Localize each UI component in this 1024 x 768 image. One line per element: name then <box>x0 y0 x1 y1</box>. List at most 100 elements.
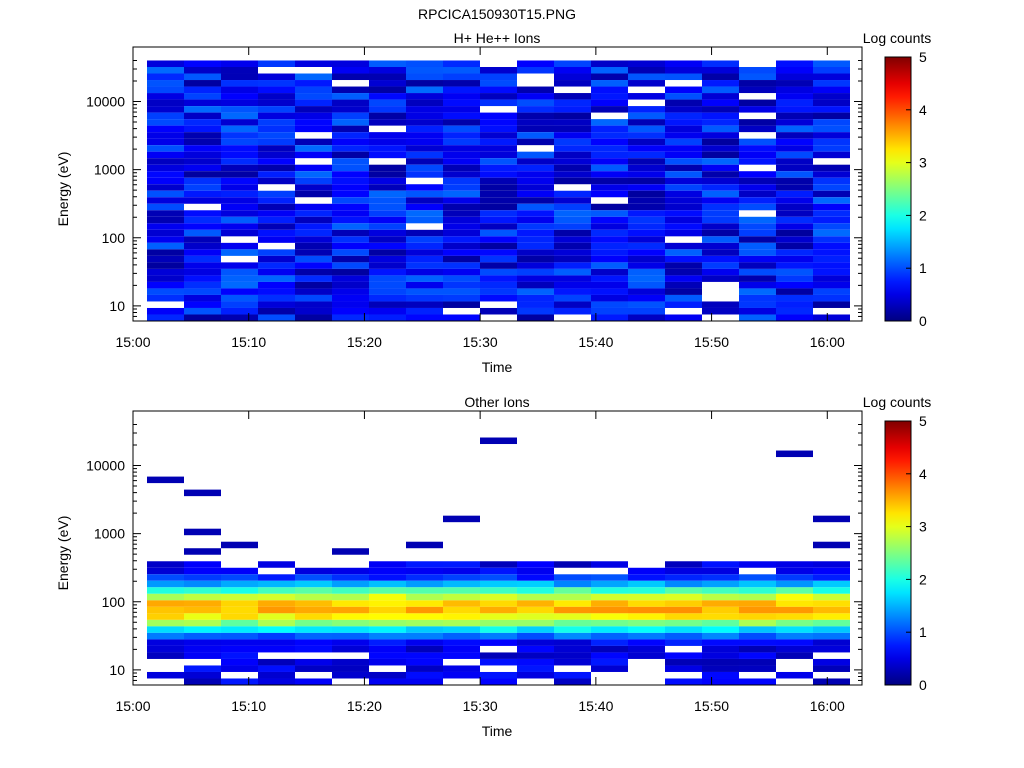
heatmap-cell <box>554 236 591 243</box>
heatmap-cell <box>739 190 776 198</box>
colorbar-tick-label: 4 <box>919 466 927 482</box>
heatmap-cell <box>480 626 517 633</box>
file-title: RPCICA150930T15.PNG <box>418 6 576 22</box>
heatmap-cell <box>221 138 258 146</box>
y-tick-label: 10 <box>109 298 125 314</box>
heatmap-cell <box>813 301 850 308</box>
heatmap-cell <box>184 210 221 217</box>
heatmap-cell <box>295 281 332 289</box>
heatmap-cell <box>702 171 739 178</box>
heatmap-cell <box>258 138 295 146</box>
heatmap-cell <box>702 145 739 152</box>
heatmap-cell <box>406 73 443 81</box>
heatmap-cell <box>813 145 850 152</box>
heatmap-cell <box>776 281 813 289</box>
heatmap-cell <box>480 242 517 250</box>
heatmap-cell <box>665 197 702 204</box>
heatmap-cell <box>369 151 406 159</box>
heatmap-cell <box>517 671 554 679</box>
heatmap-cell <box>295 580 332 588</box>
heatmap-cell <box>776 177 813 185</box>
heatmap-cell <box>369 236 406 243</box>
heatmap-cell <box>813 613 850 620</box>
heatmap-cell <box>702 255 739 263</box>
heatmap-cell <box>221 288 258 295</box>
colorbar-tick-label: 2 <box>919 571 927 587</box>
heatmap-cell <box>443 80 480 87</box>
heatmap-cell <box>739 216 776 224</box>
heatmap-cell <box>295 268 332 276</box>
heatmap-cell <box>776 216 813 224</box>
heatmap-cell <box>480 255 517 263</box>
heatmap-cell <box>702 119 739 126</box>
heatmap-cell <box>443 281 480 289</box>
heatmap-cell <box>776 158 813 165</box>
heatmap-cell <box>813 262 850 269</box>
heatmap-cell <box>443 632 480 640</box>
heatmap-cell <box>628 645 665 653</box>
heatmap-cell <box>517 639 554 646</box>
heatmap-cell <box>554 606 591 614</box>
heatmap-cell <box>776 164 813 172</box>
heatmap-cell <box>295 658 332 666</box>
heatmap-cell <box>591 652 628 659</box>
heatmap-cell <box>776 73 813 81</box>
heatmap-cell <box>295 639 332 646</box>
heatmap-cell <box>443 671 480 679</box>
heatmap-cell <box>665 132 702 139</box>
x-tick-label: 15:50 <box>694 334 729 350</box>
heatmap-cell <box>813 229 850 237</box>
heatmap-cell <box>665 73 702 81</box>
heatmap-cell <box>776 138 813 146</box>
heatmap-cell <box>665 86 702 94</box>
heatmap-cell <box>517 255 554 263</box>
heatmap-cell <box>369 197 406 204</box>
heatmap-cell <box>480 119 517 126</box>
heatmap-cell <box>628 223 665 230</box>
heatmap-cell <box>517 294 554 302</box>
heatmap-cell <box>776 600 813 607</box>
heatmap-cell <box>813 112 850 120</box>
heatmap-cell <box>813 151 850 159</box>
heatmap-cell <box>776 580 813 588</box>
heatmap-cell <box>406 229 443 237</box>
heatmap-cell <box>702 561 739 568</box>
heatmap-cell <box>443 626 480 633</box>
heatmap-cell <box>776 223 813 230</box>
heatmap-cell <box>443 171 480 178</box>
heatmap-cell <box>184 574 221 581</box>
heatmap-cell <box>295 645 332 653</box>
heatmap-cell <box>147 158 184 165</box>
heatmap-cell <box>628 301 665 308</box>
heatmap-cell <box>517 60 554 67</box>
heatmap-cell <box>739 80 776 87</box>
heatmap-cell <box>258 210 295 217</box>
heatmap-cell <box>221 606 258 614</box>
heatmap-cell <box>332 288 369 295</box>
heatmap-cell <box>776 307 813 315</box>
heatmap-cell <box>591 593 628 601</box>
heatmap-cell <box>628 600 665 607</box>
heatmap-cell <box>628 73 665 81</box>
heatmap-cell <box>221 66 258 74</box>
heatmap-cell <box>406 190 443 198</box>
x-tick-label: 15:10 <box>231 334 266 350</box>
heatmap-cell <box>443 216 480 224</box>
heatmap-cell <box>295 151 332 159</box>
heatmap-cell <box>332 112 369 120</box>
heatmap-cell <box>554 249 591 256</box>
heatmap-cell <box>739 288 776 295</box>
heatmap-cell <box>406 314 443 321</box>
heatmap-cell <box>702 593 739 601</box>
heatmap-cell <box>665 203 702 211</box>
heatmap-cell <box>221 301 258 308</box>
heatmap-cell <box>369 164 406 172</box>
heatmap-cell <box>628 242 665 250</box>
heatmap-cell <box>591 73 628 81</box>
heatmap-cell <box>258 307 295 315</box>
heatmap-cell <box>369 262 406 269</box>
heatmap-cell <box>591 66 628 74</box>
x-tick-label: 16:00 <box>810 334 845 350</box>
heatmap-cell <box>739 587 776 594</box>
heatmap-cell <box>369 626 406 633</box>
